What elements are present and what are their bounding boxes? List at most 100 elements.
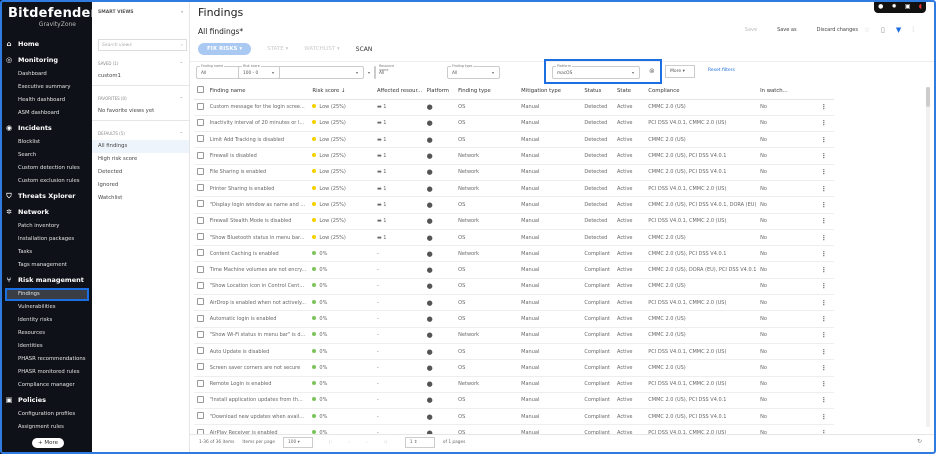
- row-menu-icon[interactable]: ⋮: [820, 282, 828, 291]
- nav-item-identity-risks[interactable]: Identity risks: [18, 317, 53, 323]
- table-row[interactable]: "Show Wi-Fi status in menu bar" is d... …: [194, 327, 834, 344]
- row-menu-icon[interactable]: ⋮: [820, 119, 828, 128]
- finding-name[interactable]: Limit Add Tracking is disabled: [209, 131, 313, 149]
- clear-filter-icon[interactable]: ⊗: [649, 67, 655, 75]
- table-row[interactable]: Time Machine volumes are not encry... 0%…: [194, 261, 834, 279]
- chevron-up-icon[interactable]: ⌃: [179, 130, 183, 136]
- row-menu-icon[interactable]: ⋮: [820, 217, 828, 226]
- finding-name[interactable]: Inactivity interval of 20 minutes or l..…: [209, 115, 313, 133]
- table-row[interactable]: Printer Sharing is enabled Low (25%) ▬ 1…: [194, 180, 834, 198]
- collapse-panel-icon[interactable]: ‹: [181, 10, 183, 15]
- row-checkbox[interactable]: [197, 233, 204, 241]
- finding-name[interactable]: Auto Update is disabled: [209, 343, 313, 361]
- row-menu-icon[interactable]: ⋮: [820, 347, 828, 356]
- items-per-page-select[interactable]: 100 ▾: [283, 437, 314, 448]
- view-item[interactable]: Watchlist: [98, 195, 123, 201]
- star-icon[interactable]: ☆: [863, 26, 870, 34]
- view-item[interactable]: High risk score: [98, 156, 138, 162]
- row-checkbox[interactable]: [197, 135, 204, 143]
- row-menu-icon[interactable]: ⋮: [820, 412, 828, 421]
- scan-button[interactable]: SCAN: [355, 45, 373, 53]
- row-menu-icon[interactable]: ⋮: [820, 266, 828, 275]
- row-checkbox[interactable]: [197, 200, 204, 208]
- table-row[interactable]: Firewall is disabled Low (25%) ▬ 1 ● Net…: [194, 147, 834, 165]
- nav-section-risk-management[interactable]: ⑂ Risk management: [6, 276, 84, 284]
- columns-settings-icon[interactable]: ⫶: [912, 26, 914, 34]
- finding-name[interactable]: AirDrop is enabled when not actively...: [209, 294, 313, 312]
- user-icon[interactable]: ●: [878, 3, 884, 10]
- save-as-button[interactable]: Save as: [777, 27, 797, 33]
- table-row[interactable]: Auto Update is disabled 0% - ● OS Manual…: [194, 343, 834, 361]
- row-checkbox[interactable]: [197, 184, 204, 192]
- nav-item-installation-packages[interactable]: Installation packages: [18, 236, 75, 242]
- finding-name[interactable]: Screen saver corners are not secure: [209, 359, 313, 377]
- column-header[interactable]: Finding name: [209, 83, 313, 100]
- column-header[interactable]: Risk score ↓: [312, 83, 377, 100]
- page-number-input[interactable]: 1 ⇕: [404, 437, 435, 448]
- row-menu-icon[interactable]: ⋮: [820, 135, 828, 144]
- table-row[interactable]: "Install application updates from th... …: [194, 392, 834, 410]
- nav-item-health-dashboard[interactable]: Health dashboard: [18, 97, 66, 103]
- notifications-icon[interactable]: ◖: [918, 3, 922, 10]
- table-row[interactable]: Automatic login is enabled 0% - ● OS Man…: [194, 310, 834, 328]
- table-row[interactable]: Firewall Stealth Mode is disabled Low (2…: [194, 213, 834, 230]
- export-icon[interactable]: ▯: [881, 26, 885, 34]
- nav-item-custom-exclusion-rules[interactable]: Custom exclusion rules: [18, 178, 80, 184]
- nav-item-tasks[interactable]: Tasks: [18, 249, 33, 255]
- column-header[interactable]: Platform: [426, 83, 459, 100]
- finding-name[interactable]: "Install application updates from th...: [209, 392, 313, 410]
- table-row[interactable]: "Display login window as name and ... Lo…: [194, 196, 834, 214]
- more-button[interactable]: + More: [32, 438, 64, 448]
- finding-name[interactable]: Firewall Stealth Mode is disabled: [209, 213, 313, 230]
- nav-section-policies[interactable]: ▣ Policies: [5, 396, 47, 404]
- column-header[interactable]: State: [617, 83, 649, 100]
- finding-name[interactable]: Time Machine volumes are not encry...: [209, 261, 313, 279]
- search-views-input[interactable]: Search views ⌕: [98, 39, 187, 51]
- row-menu-icon[interactable]: ⋮: [820, 249, 828, 258]
- nav-item-identities[interactable]: Identities: [18, 343, 43, 349]
- row-menu-icon[interactable]: ⋮: [820, 331, 828, 340]
- nav-section-incidents[interactable]: ◉ Incidents: [5, 124, 52, 132]
- row-checkbox[interactable]: [197, 363, 204, 371]
- finding-name[interactable]: File Sharing is enabled: [209, 164, 313, 181]
- nav-section-home[interactable]: ⌂ Home: [6, 40, 40, 48]
- nav-item-phasr-recommendations[interactable]: PHASR recommendations: [18, 356, 86, 362]
- view-item[interactable]: All findings: [92, 140, 189, 153]
- finding-name[interactable]: "Download new updates when avail...: [209, 408, 313, 426]
- reset-filters-link[interactable]: Reset filters: [708, 68, 735, 73]
- row-menu-icon[interactable]: ⋮: [820, 315, 828, 323]
- row-menu-icon[interactable]: ⋮: [820, 103, 828, 112]
- finding-name[interactable]: "Display login window as name and ...: [209, 196, 313, 214]
- save-button[interactable]: Save: [744, 27, 758, 33]
- finding-name[interactable]: Printer Sharing is enabled: [209, 180, 313, 198]
- chevron-up-icon[interactable]: ⌃: [179, 95, 183, 101]
- settings-icon[interactable]: ✹: [891, 3, 897, 10]
- discard-changes-button[interactable]: Discard changes: [816, 27, 858, 33]
- column-header[interactable]: In watch...: [760, 83, 821, 100]
- nav-item-assignment-rules[interactable]: Assignment rules: [18, 424, 64, 430]
- column-header[interactable]: Finding type: [458, 83, 522, 100]
- row-checkbox[interactable]: [197, 298, 204, 306]
- table-row[interactable]: Inactivity interval of 20 minutes or l..…: [194, 115, 834, 133]
- view-item[interactable]: Detected: [98, 169, 123, 175]
- finding-name[interactable]: "Show Bluetooth status in menu bar...: [209, 229, 313, 247]
- filter-risk-score[interactable]: Risk score 100 - 0 ▾: [238, 64, 364, 79]
- finding-name[interactable]: "Show Location icon in Control Cent...: [209, 278, 313, 296]
- view-group-header[interactable]: DEFAULTS (5) ⌃: [98, 130, 183, 136]
- refresh-icon[interactable]: ↻: [916, 438, 922, 445]
- row-checkbox[interactable]: [197, 167, 204, 175]
- nav-section-network[interactable]: ✲ Network: [6, 208, 49, 216]
- table-row[interactable]: "Show Bluetooth status in menu bar... Lo…: [194, 229, 834, 247]
- row-checkbox[interactable]: [197, 281, 204, 289]
- filter-resource-name[interactable]: Resource name All ▾: [368, 64, 396, 79]
- row-menu-icon[interactable]: ⋮: [820, 363, 828, 372]
- finding-name[interactable]: Firewall is disabled: [209, 147, 313, 165]
- nav-item-asm-dashboard[interactable]: ASM dashboard: [18, 110, 60, 116]
- chevron-up-icon[interactable]: ⌃: [179, 60, 183, 66]
- nav-item-configuration-profiles[interactable]: Configuration profiles: [18, 411, 76, 417]
- filter-finding-type[interactable]: Finding type All ▾: [447, 64, 500, 79]
- view-item[interactable]: custom1: [98, 73, 121, 79]
- table-row[interactable]: File Sharing is enabled Low (25%) ▬ 1 ● …: [194, 164, 834, 181]
- column-header[interactable]: Status: [584, 83, 618, 100]
- row-checkbox[interactable]: [197, 265, 204, 273]
